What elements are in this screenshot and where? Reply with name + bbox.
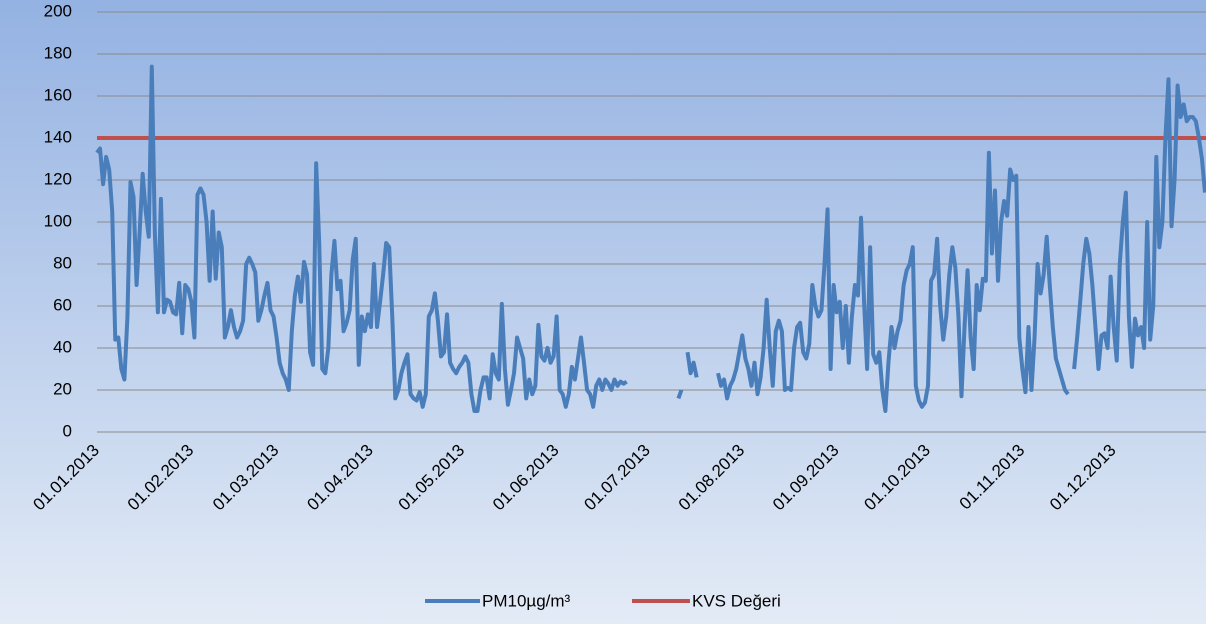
y-tick-label: 20 xyxy=(53,379,72,398)
y-tick-label: 140 xyxy=(44,127,72,146)
y-tick-label: 120 xyxy=(44,169,72,188)
y-tick-label: 0 xyxy=(63,421,72,440)
y-tick-label: 40 xyxy=(53,337,72,356)
legend-label: PM10µg/m³ xyxy=(482,591,571,610)
y-tick-label: 200 xyxy=(44,1,72,20)
y-tick-label: 100 xyxy=(44,211,72,230)
y-tick-label: 160 xyxy=(44,85,72,104)
data-line xyxy=(95,64,1206,413)
legend-label: KVS Değeri xyxy=(692,591,781,610)
y-tick-label: 80 xyxy=(53,253,72,272)
y-tick-label: 180 xyxy=(44,43,72,62)
y-tick-label: 60 xyxy=(53,295,72,314)
